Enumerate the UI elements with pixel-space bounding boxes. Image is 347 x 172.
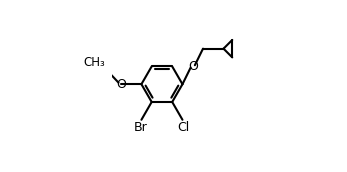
Text: O: O: [188, 60, 198, 73]
Text: Br: Br: [134, 121, 147, 134]
Text: Cl: Cl: [177, 121, 189, 134]
Text: O: O: [116, 78, 126, 91]
Text: CH₃: CH₃: [84, 56, 105, 69]
